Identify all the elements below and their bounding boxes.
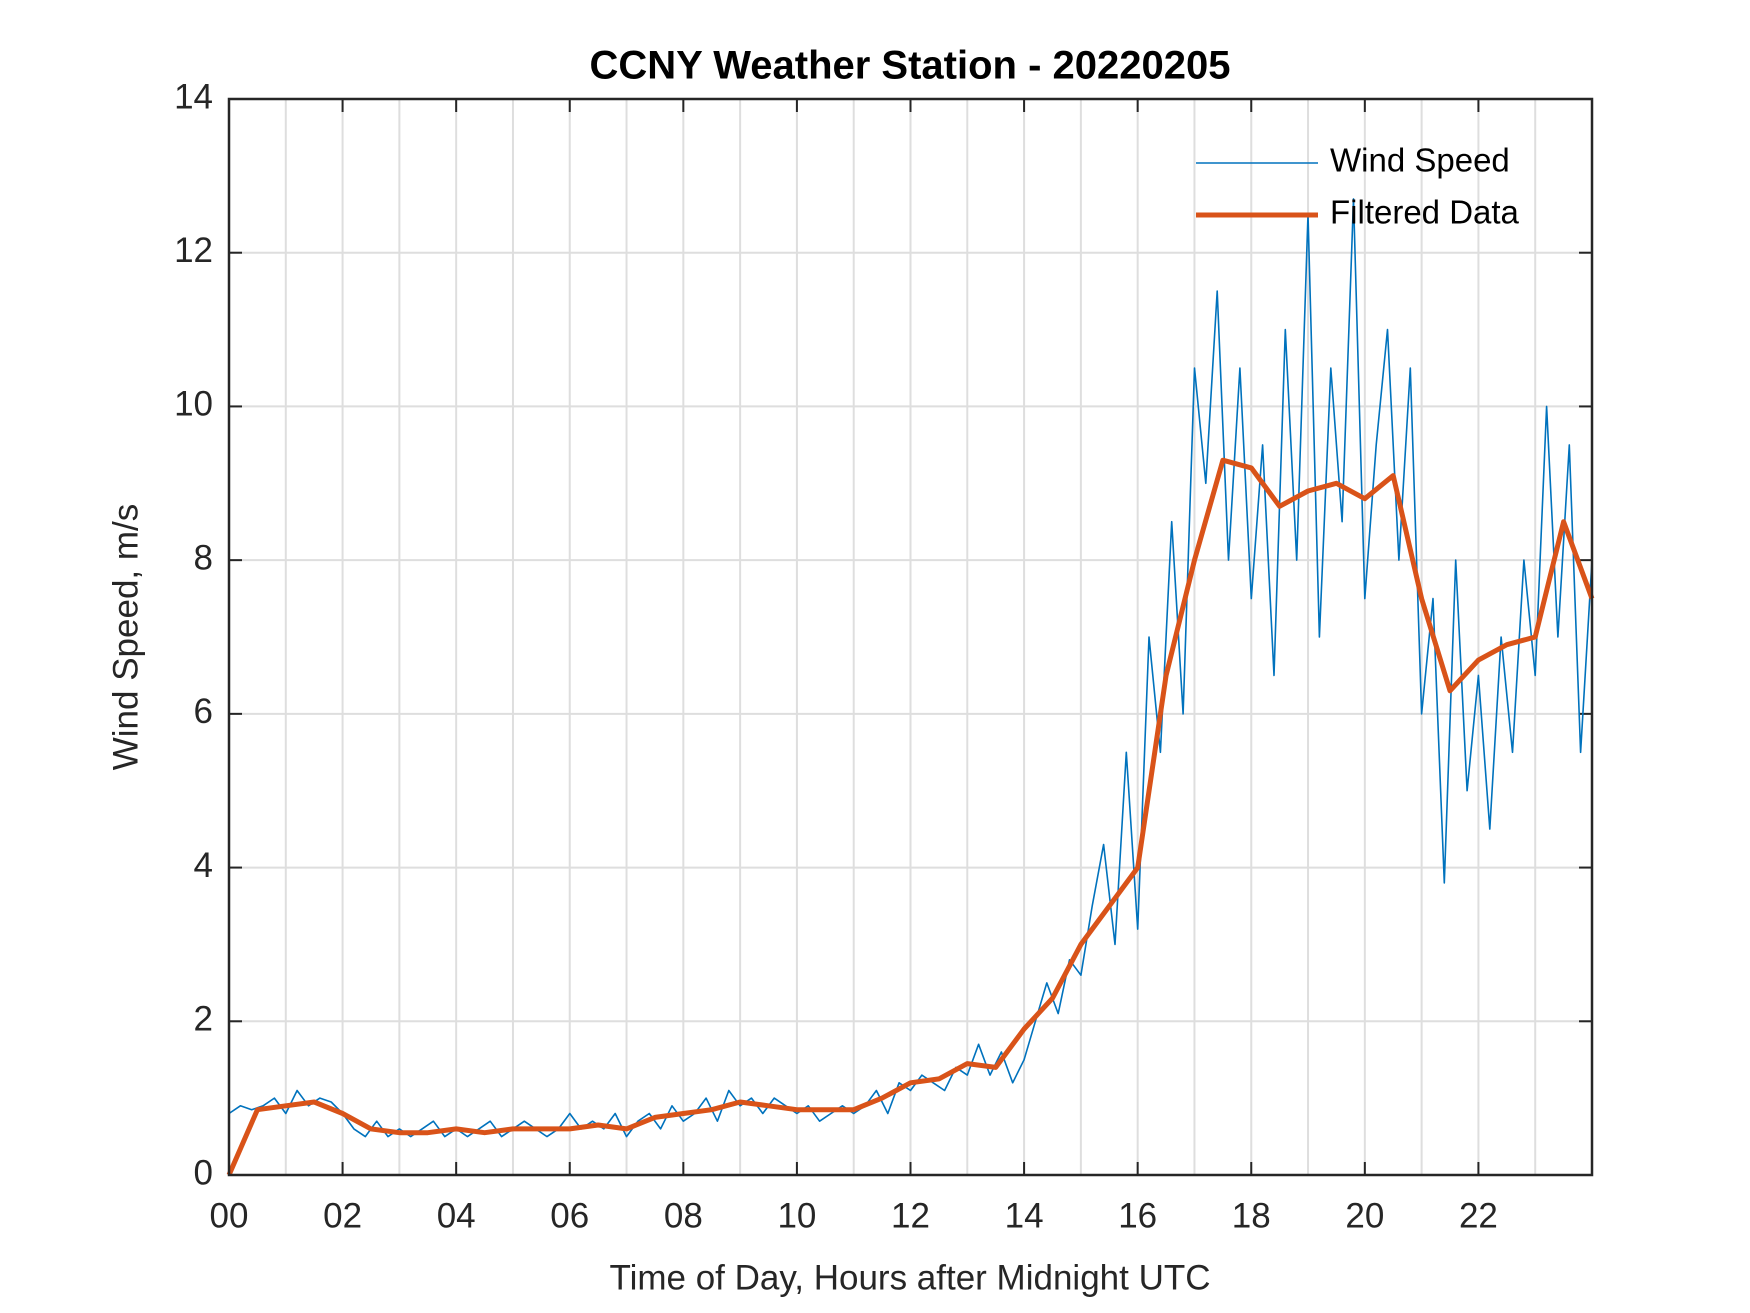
x-tick-label: 18	[1232, 1196, 1271, 1235]
x-tick-label: 00	[210, 1196, 249, 1235]
y-tick-label: 12	[174, 231, 213, 270]
y-axis-label: Wind Speed, m/s	[106, 504, 145, 771]
y-tick-label: 8	[194, 538, 213, 577]
x-tick-label: 06	[550, 1196, 589, 1235]
x-tick-label: 12	[891, 1196, 930, 1235]
x-tick-label: 16	[1118, 1196, 1157, 1235]
y-tick-label: 0	[194, 1153, 213, 1192]
y-tick-label: 4	[194, 846, 213, 885]
x-tick-label: 20	[1345, 1196, 1384, 1235]
x-tick-label: 04	[437, 1196, 476, 1235]
x-tick-label: 08	[664, 1196, 703, 1235]
x-tick-label: 10	[777, 1196, 816, 1235]
y-tick-label: 6	[194, 692, 213, 731]
y-tick-label: 10	[174, 385, 213, 424]
x-axis-label: Time of Day, Hours after Midnight UTC	[610, 1258, 1211, 1297]
y-tick-label: 14	[174, 77, 213, 116]
x-tick-label: 02	[323, 1196, 362, 1235]
chart-title: CCNY Weather Station - 20220205	[590, 44, 1231, 88]
legend-label: Filtered Data	[1330, 194, 1520, 231]
x-tick-label: 22	[1459, 1196, 1498, 1235]
y-tick-label: 2	[194, 1000, 213, 1039]
x-tick-label: 14	[1005, 1196, 1044, 1235]
legend-label: Wind Speed	[1330, 142, 1510, 179]
data-line	[226, 457, 1595, 1176]
plot-frame	[227, 97, 1594, 1177]
